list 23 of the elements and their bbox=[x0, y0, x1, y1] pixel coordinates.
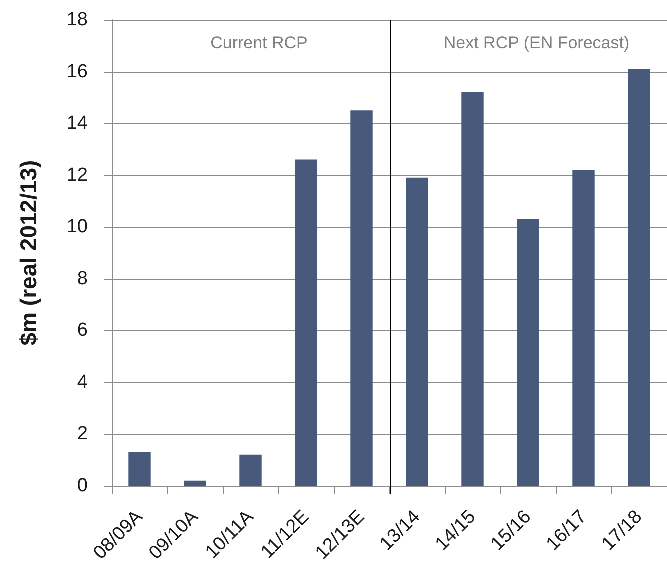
annotation: Next RCP (EN Forecast) bbox=[444, 34, 630, 52]
y-tick-label: 18 bbox=[66, 10, 88, 30]
y-tick-label: 10 bbox=[66, 216, 88, 238]
bar bbox=[295, 160, 318, 486]
y-tick-label: 4 bbox=[77, 372, 88, 393]
y-tick-label: 0 bbox=[77, 476, 88, 496]
bar bbox=[406, 178, 428, 486]
y-axis-title: $m (real 2012/13) bbox=[16, 160, 42, 346]
y-tick-label: 8 bbox=[77, 268, 88, 290]
bar bbox=[184, 480, 206, 486]
bar bbox=[628, 69, 650, 486]
annotation: Current RCP bbox=[210, 34, 308, 52]
bar bbox=[240, 454, 262, 486]
y-tick-label: 6 bbox=[77, 320, 88, 342]
y-tick-label: 12 bbox=[66, 164, 88, 186]
bar bbox=[462, 92, 484, 486]
y-tick-label: 14 bbox=[66, 113, 88, 134]
bar bbox=[517, 219, 540, 486]
bar bbox=[572, 170, 595, 486]
y-tick-label: 16 bbox=[66, 61, 88, 82]
bar bbox=[350, 110, 373, 486]
y-tick-label: 2 bbox=[77, 424, 88, 445]
bar bbox=[128, 452, 151, 486]
